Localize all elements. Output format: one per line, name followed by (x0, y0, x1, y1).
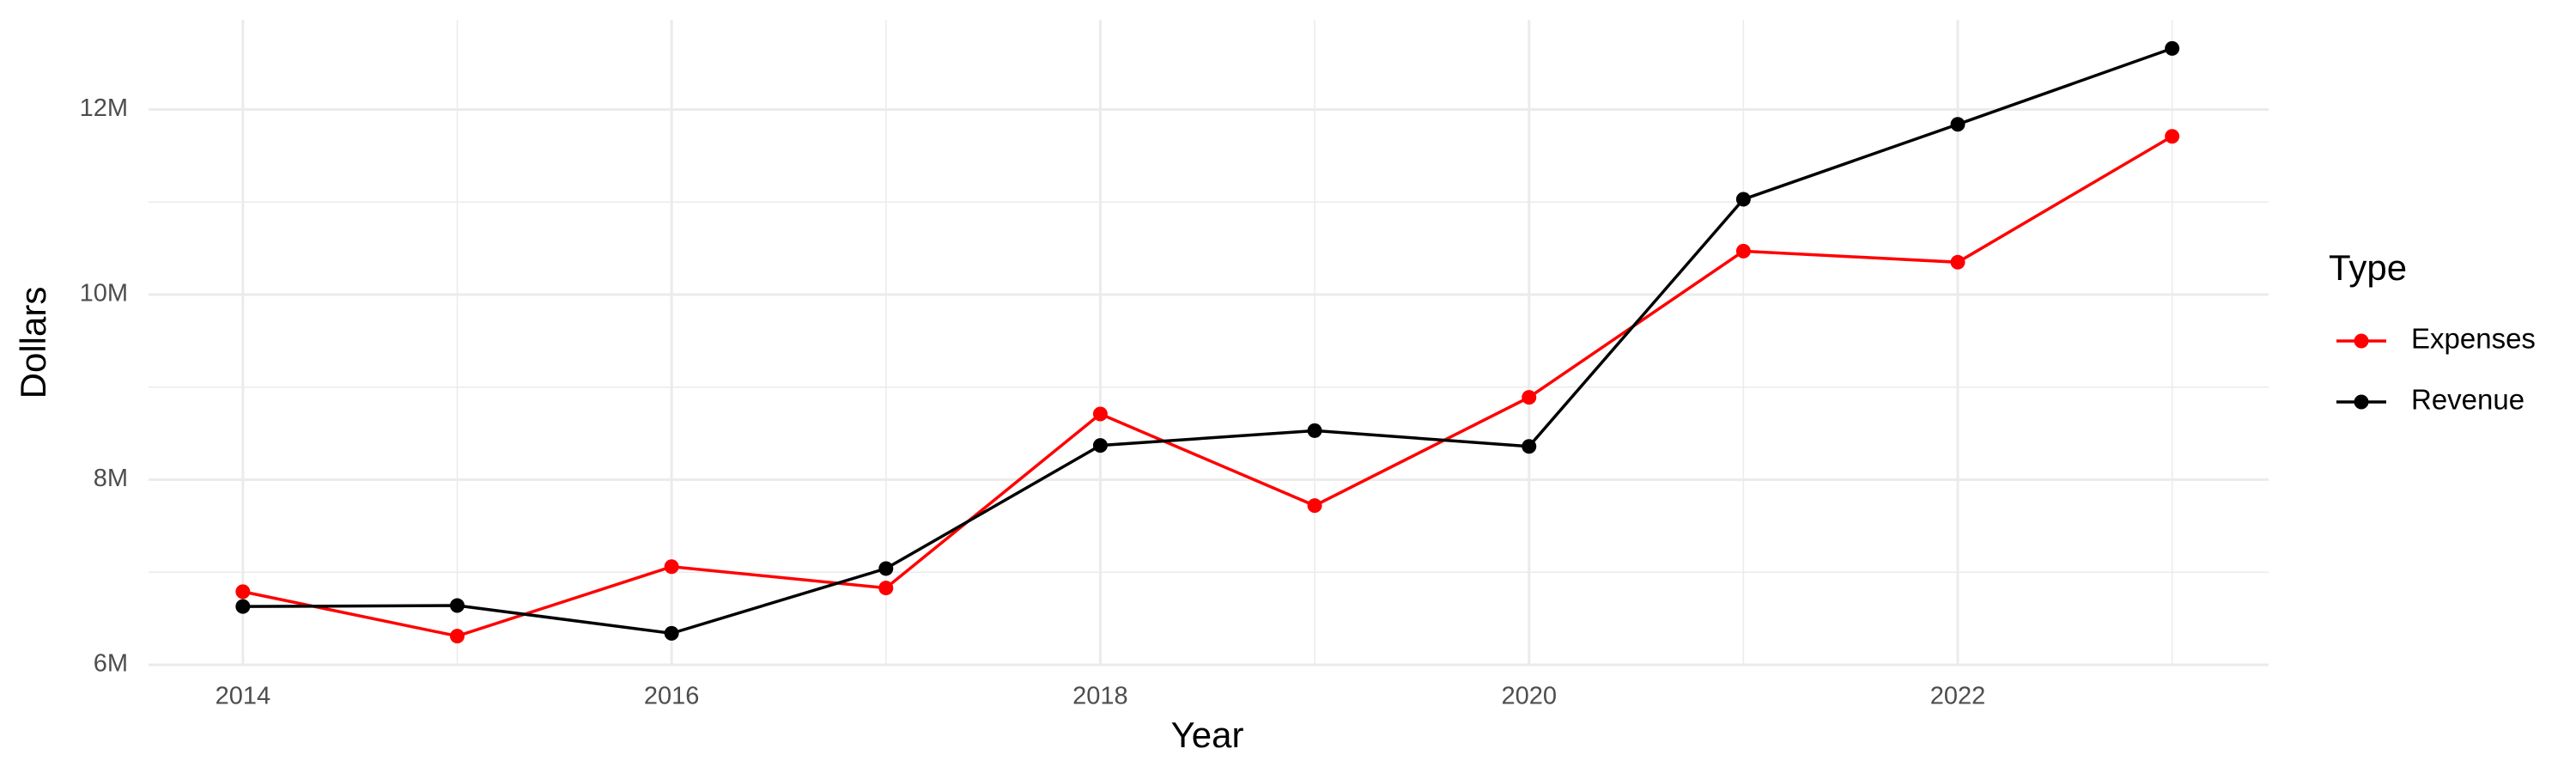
series-line (242, 135, 2173, 638)
legend-title: Type (2329, 247, 2407, 288)
data-point (235, 599, 251, 614)
x-tick-label: 2014 (216, 683, 271, 710)
data-point (1950, 254, 1965, 270)
data-point (878, 581, 894, 596)
data-point (449, 598, 465, 613)
legend-label: Revenue (2411, 384, 2524, 416)
legend-label: Expenses (2411, 323, 2536, 355)
series-line (242, 46, 2173, 636)
y-tick-label: 8M (94, 465, 128, 492)
data-point (664, 559, 679, 575)
x-tick-label: 2022 (1930, 683, 1986, 710)
data-point (1735, 192, 1751, 207)
y-tick-label: 10M (80, 280, 128, 307)
data-point (1307, 498, 1322, 514)
data-point (1735, 243, 1751, 259)
data-point (2165, 40, 2180, 56)
data-point (235, 584, 251, 600)
data-point (449, 629, 465, 644)
x-axis-title: Year (1171, 715, 1244, 755)
data-point (1092, 406, 1108, 422)
data-point (2165, 129, 2180, 144)
x-tick-label: 2016 (644, 683, 700, 710)
x-tick-label: 2018 (1072, 683, 1128, 710)
legend-marker (2354, 394, 2369, 410)
y-axis-title: Dollars (13, 287, 53, 399)
y-tick-label: 12M (80, 94, 128, 122)
data-point (1092, 438, 1108, 453)
data-point (1522, 390, 1537, 405)
legend-marker (2354, 333, 2369, 349)
x-tick-label: 2020 (1501, 683, 1557, 710)
y-tick-label: 6M (94, 650, 128, 678)
data-point (1307, 423, 1322, 438)
data-point (878, 561, 894, 576)
data-point (1522, 439, 1537, 454)
data-point (1950, 117, 1965, 132)
data-point (664, 625, 679, 641)
